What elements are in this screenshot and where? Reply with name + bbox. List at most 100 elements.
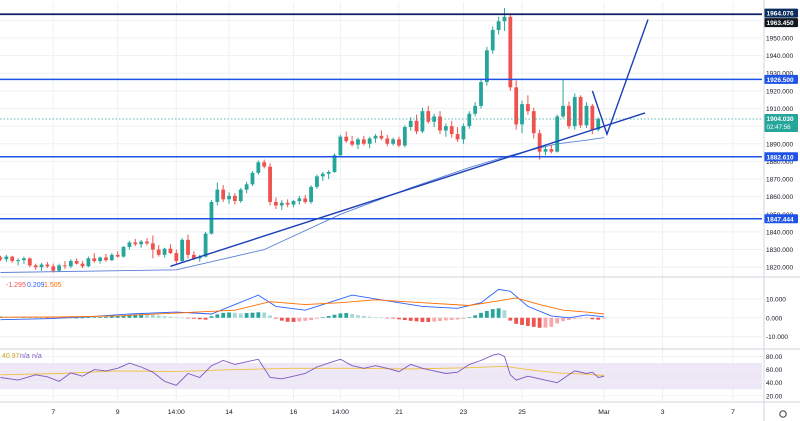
candle-body[interactable]	[438, 116, 442, 131]
candle-body[interactable]	[57, 265, 61, 271]
candle-body[interactable]	[262, 162, 267, 167]
candle[interactable]	[133, 238, 138, 247]
candle[interactable]	[543, 145, 548, 156]
candle[interactable]	[326, 170, 331, 180]
trend-lines[interactable]	[170, 19, 649, 267]
candle[interactable]	[16, 258, 20, 266]
candle[interactable]	[426, 105, 431, 124]
candle-body[interactable]	[426, 111, 431, 122]
candle[interactable]	[537, 129, 542, 160]
candle[interactable]	[233, 193, 237, 205]
candle[interactable]	[420, 107, 425, 134]
candle[interactable]	[203, 231, 208, 258]
candle-body[interactable]	[367, 138, 372, 144]
candle-body[interactable]	[22, 258, 26, 261]
candle[interactable]	[438, 111, 442, 135]
candle-body[interactable]	[127, 242, 132, 247]
candle[interactable]	[209, 200, 214, 235]
candle[interactable]	[215, 182, 220, 206]
candle[interactable]	[344, 131, 349, 143]
candle[interactable]	[221, 185, 226, 202]
candle-body[interactable]	[191, 254, 196, 259]
candle[interactable]	[555, 114, 560, 153]
candle-body[interactable]	[297, 198, 302, 202]
candle[interactable]	[98, 256, 103, 264]
candle-body[interactable]	[27, 258, 32, 266]
candle-body[interactable]	[227, 195, 231, 200]
candle-body[interactable]	[461, 126, 466, 140]
candle-body[interactable]	[274, 201, 278, 206]
candle[interactable]	[443, 123, 448, 137]
candle-body[interactable]	[344, 136, 349, 142]
candle-body[interactable]	[16, 260, 20, 262]
candle[interactable]	[68, 259, 73, 269]
candle-body[interactable]	[350, 141, 354, 145]
candle-body[interactable]	[567, 105, 571, 127]
candle[interactable]	[186, 234, 190, 259]
candle-body[interactable]	[10, 256, 15, 262]
candle-body[interactable]	[104, 257, 108, 261]
candle[interactable]	[115, 251, 120, 258]
candle[interactable]	[63, 261, 67, 269]
candle[interactable]	[33, 263, 38, 270]
candle[interactable]	[268, 163, 272, 206]
candle-body[interactable]	[80, 263, 85, 267]
candle[interactable]	[262, 159, 267, 169]
candle[interactable]	[86, 256, 91, 268]
candle[interactable]	[180, 238, 185, 262]
candle[interactable]	[397, 136, 401, 148]
candle[interactable]	[531, 107, 536, 139]
candle-body[interactable]	[414, 120, 419, 132]
candle-body[interactable]	[39, 264, 44, 268]
candle-body[interactable]	[455, 134, 460, 140]
candle[interactable]	[402, 125, 407, 148]
candle-body[interactable]	[543, 149, 548, 152]
candle-body[interactable]	[537, 133, 542, 152]
candle-body[interactable]	[490, 30, 495, 51]
candle-body[interactable]	[174, 253, 179, 262]
candle-body[interactable]	[508, 16, 513, 88]
candle[interactable]	[549, 144, 554, 154]
candle-body[interactable]	[315, 176, 319, 187]
candle-body[interactable]	[209, 201, 214, 234]
candle[interactable]	[473, 102, 478, 117]
candle[interactable]	[27, 257, 32, 268]
candle[interactable]	[514, 80, 519, 130]
horizontal-levels[interactable]	[0, 13, 762, 220]
candle-body[interactable]	[51, 266, 56, 271]
candle[interactable]	[274, 197, 278, 209]
candle-body[interactable]	[156, 249, 161, 255]
candle-body[interactable]	[98, 257, 103, 262]
candle-body[interactable]	[502, 16, 507, 22]
candle-body[interactable]	[92, 258, 97, 262]
candle[interactable]	[109, 253, 114, 262]
candle-body[interactable]	[526, 104, 530, 112]
candle-body[interactable]	[256, 162, 261, 173]
candle-body[interactable]	[221, 189, 226, 200]
candle[interactable]	[408, 117, 413, 131]
candle-body[interactable]	[0, 257, 3, 260]
trend-line[interactable]	[170, 112, 646, 267]
time-axis[interactable]: 7 9 14:00 14 16 14:00 21 23 25 Mar 3 7	[51, 409, 735, 416]
candle-body[interactable]	[74, 261, 79, 264]
candle-body[interactable]	[572, 97, 577, 127]
candle[interactable]	[168, 244, 173, 254]
candle-body[interactable]	[479, 82, 483, 106]
candle-body[interactable]	[285, 202, 290, 205]
candle[interactable]	[567, 101, 571, 129]
candle-body[interactable]	[109, 254, 114, 261]
candle[interactable]	[385, 134, 390, 147]
candle-body[interactable]	[326, 171, 331, 174]
candle[interactable]	[256, 160, 261, 175]
candle-body[interactable]	[338, 136, 343, 156]
candle[interactable]	[10, 255, 15, 263]
candle[interactable]	[244, 181, 249, 194]
candle[interactable]	[291, 200, 296, 208]
candle-body[interactable]	[133, 242, 138, 245]
candle-body[interactable]	[115, 254, 120, 257]
candle[interactable]	[584, 102, 589, 128]
candle-body[interactable]	[86, 258, 91, 267]
candle-body[interactable]	[33, 265, 38, 268]
candle[interactable]	[455, 127, 460, 142]
